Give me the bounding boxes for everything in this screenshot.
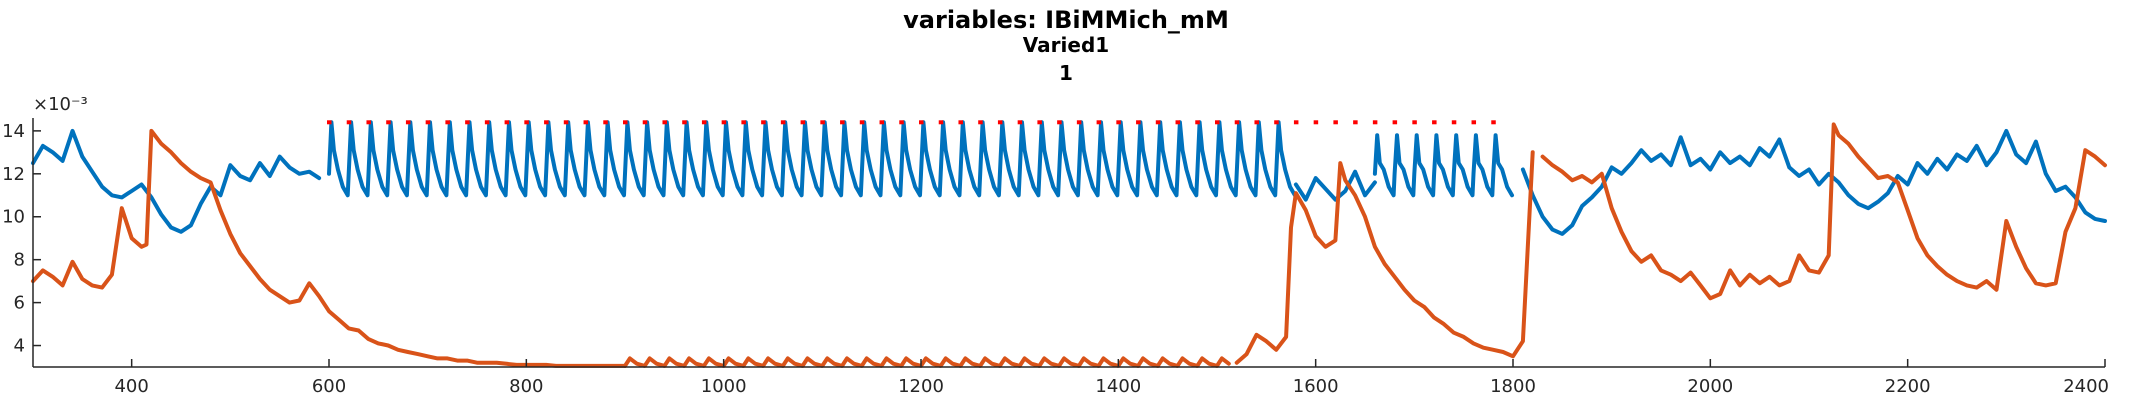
x-tick-label-2200: 2200 (1885, 376, 1931, 397)
marker-point-2-58 (1471, 120, 1477, 125)
series-line-0-segment-2 (1293, 169, 1377, 202)
marker-point-2-33 (978, 120, 983, 125)
y-tick-label-12: 12 (2, 164, 25, 185)
marker-point-2-11 (544, 120, 549, 125)
marker-point-2-7 (465, 120, 470, 125)
marker-point-2-32 (958, 120, 963, 125)
marker-point-2-42 (1155, 120, 1161, 125)
marker-point-2-23 (780, 120, 786, 125)
y-tick-label-10: 10 (2, 207, 25, 228)
y-exponent-label: ×10⁻³ (33, 94, 88, 115)
marker-point-2-54 (1392, 120, 1398, 125)
marker-point-2-8 (484, 120, 490, 125)
y-tick-label-14: 14 (2, 121, 25, 142)
marker-point-2-36 (1037, 120, 1042, 125)
marker-point-2-47 (1254, 120, 1259, 125)
marker-point-2-55 (1412, 120, 1417, 125)
marker-point-2-53 (1372, 120, 1378, 125)
marker-point-2-46 (1234, 120, 1240, 125)
series-line-0-segment-1 (327, 120, 1297, 198)
marker-point-2-5 (425, 120, 431, 125)
marker-point-2-3 (386, 120, 391, 125)
marker-point-2-2 (366, 120, 371, 125)
marker-point-2-41 (1136, 120, 1141, 125)
marker-point-2-50 (1313, 120, 1319, 125)
marker-point-2-37 (1057, 120, 1062, 125)
marker-point-2-6 (445, 120, 450, 125)
marker-point-2-20 (721, 120, 727, 125)
marker-point-2-21 (741, 120, 746, 125)
marker-point-2-45 (1215, 120, 1220, 125)
x-tick-label-2400: 2400 (2063, 376, 2109, 397)
y-tick-label-4: 4 (14, 336, 25, 357)
marker-point-2-1 (346, 120, 352, 125)
marker-point-2-43 (1175, 120, 1181, 125)
marker-point-2-12 (563, 120, 569, 125)
marker-point-2-39 (1096, 120, 1102, 125)
marker-point-2-44 (1195, 120, 1200, 125)
series-line-1-segment-0 (31, 128, 627, 368)
marker-point-2-0 (327, 120, 332, 125)
marker-point-2-31 (938, 120, 944, 125)
marker-point-2-48 (1274, 120, 1279, 125)
marker-point-2-4 (405, 120, 411, 125)
marker-point-2-13 (583, 120, 589, 125)
marker-point-2-40 (1116, 120, 1121, 125)
marker-point-2-28 (879, 120, 885, 125)
chart-title-line-2: Varied1 (1023, 33, 1109, 57)
series-line-1-segment-1 (623, 356, 1231, 368)
series-line-1-segment-3 (1540, 122, 2107, 301)
plot-area: 400 600 800 1000 1200 1400 1600 1800 2000 2200 240… (2, 118, 2109, 397)
marker-point-2-15 (623, 120, 628, 125)
y-tick-label-6: 6 (14, 293, 25, 314)
x-tick-label-1800: 1800 (1490, 376, 1536, 397)
x-tick-label-1600: 1600 (1293, 376, 1339, 397)
x-tick-label-1200: 1200 (898, 376, 944, 397)
chart-title-line-3: 1 (1059, 61, 1073, 85)
marker-point-2-9 (504, 120, 510, 125)
marker-point-2-59 (1491, 120, 1496, 125)
x-tick-label-1400: 1400 (1095, 376, 1141, 397)
marker-point-2-24 (800, 120, 806, 125)
series-line-0-segment-4 (1520, 128, 2107, 236)
marker-point-2-17 (662, 120, 667, 125)
series-line-0-segment-3 (1372, 133, 1514, 198)
marker-point-2-56 (1432, 120, 1437, 125)
marker-point-2-34 (997, 120, 1003, 125)
marker-point-2-26 (840, 120, 845, 125)
marker-point-2-25 (820, 120, 825, 125)
marker-point-2-18 (682, 120, 687, 125)
y-tick-label-8: 8 (14, 250, 25, 271)
x-tick-label-800: 800 (509, 376, 543, 397)
marker-point-2-22 (761, 120, 766, 125)
x-tick-label-600: 600 (312, 376, 346, 397)
marker-point-2-14 (603, 120, 608, 125)
marker-point-2-57 (1451, 120, 1457, 125)
marker-point-2-16 (642, 120, 648, 125)
x-tick-label-1000: 1000 (701, 376, 747, 397)
series-line-1-segment-2 (1234, 150, 1535, 365)
x-tick-label-400: 400 (114, 376, 148, 397)
marker-point-2-30 (919, 120, 924, 125)
marker-point-2-29 (899, 120, 904, 125)
x-tick-label-2000: 2000 (1687, 376, 1733, 397)
marker-point-2-51 (1333, 120, 1338, 125)
chart-title-line-1: variables: IBiMMich_mM (903, 6, 1229, 34)
marker-point-2-35 (1017, 120, 1023, 125)
marker-point-2-49 (1293, 120, 1299, 125)
series-line-0-segment-0 (31, 128, 322, 234)
marker-point-2-27 (859, 120, 865, 125)
marker-point-2-52 (1353, 120, 1358, 125)
marker-point-2-38 (1076, 120, 1082, 125)
marker-point-2-10 (524, 120, 529, 125)
marker-point-2-19 (701, 120, 707, 125)
